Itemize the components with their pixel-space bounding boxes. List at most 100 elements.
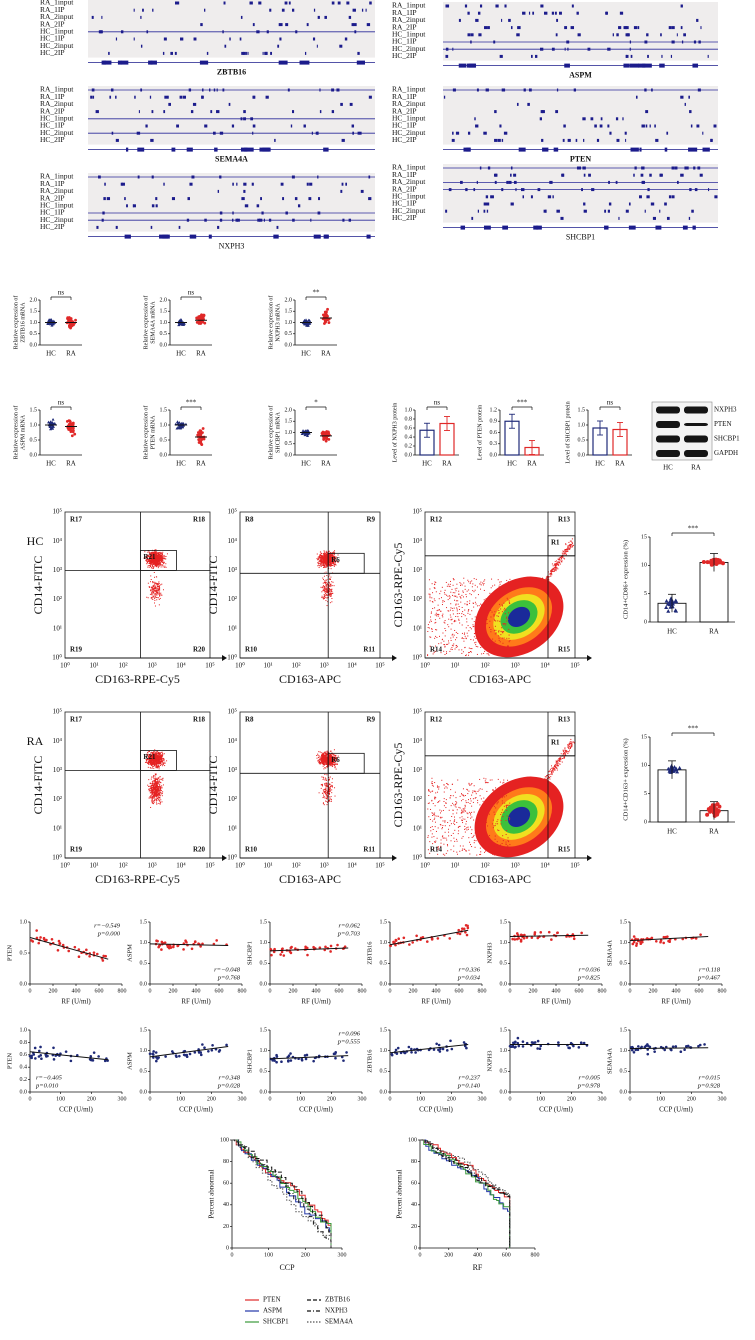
sample-dot: [326, 307, 329, 311]
event: [151, 764, 153, 766]
event: [323, 551, 325, 553]
read-peak: [290, 124, 293, 128]
read-peak: [476, 88, 479, 92]
event: [162, 764, 164, 766]
event: [321, 561, 323, 563]
event: [325, 596, 327, 598]
exon: [125, 147, 129, 152]
event: [467, 635, 469, 637]
track-background: [88, 86, 375, 145]
event: [550, 570, 552, 572]
exon: [688, 147, 698, 152]
event: [570, 544, 572, 546]
event: [157, 597, 159, 599]
read-peak: [340, 189, 343, 193]
event: [316, 558, 318, 560]
event: [151, 792, 153, 794]
event: [324, 566, 326, 568]
event: [152, 776, 154, 778]
event: [159, 594, 161, 596]
event: [151, 762, 153, 764]
event: [435, 650, 437, 652]
event: [155, 751, 157, 753]
event: [331, 581, 333, 583]
read-peak: [625, 26, 629, 30]
event: [163, 562, 165, 564]
event: [498, 639, 500, 641]
event: [461, 624, 463, 626]
event: [318, 555, 320, 557]
event: [332, 581, 334, 583]
read-peak: [174, 1, 179, 5]
read-peak: [624, 131, 627, 135]
event: [458, 619, 460, 621]
event: [454, 599, 456, 601]
event: [153, 765, 155, 767]
event: [154, 581, 156, 583]
event: [458, 593, 460, 595]
exon: [120, 60, 129, 65]
event: [493, 613, 495, 615]
sample-dot: [301, 429, 305, 432]
event: [154, 599, 156, 601]
event: [325, 579, 327, 581]
event: [461, 606, 463, 608]
event: [155, 588, 157, 590]
event: [145, 755, 147, 757]
event: [553, 568, 555, 570]
event: [150, 563, 152, 565]
y-tick-label: 1.0: [30, 422, 38, 428]
event: [154, 563, 156, 565]
event: [559, 561, 561, 563]
event: [456, 607, 458, 609]
event: [329, 558, 331, 560]
event: [461, 652, 463, 654]
event: [438, 598, 440, 600]
event: [153, 800, 155, 802]
event: [146, 563, 148, 565]
event: [158, 753, 160, 755]
track-background: [443, 86, 718, 145]
event: [155, 789, 157, 791]
event: [430, 612, 432, 614]
event: [153, 792, 155, 794]
event: [152, 567, 154, 569]
event: [321, 591, 323, 593]
x-tick-label: RA: [615, 460, 625, 468]
event: [333, 585, 335, 587]
band-label: NXPH3: [714, 406, 737, 414]
event: [334, 557, 336, 559]
event: [160, 557, 162, 559]
event: [156, 587, 158, 589]
exon: [148, 60, 153, 65]
read-peak: [693, 166, 696, 170]
event: [490, 629, 492, 631]
read-peak: [547, 195, 552, 199]
event: [462, 611, 464, 613]
read-peak: [556, 209, 560, 213]
event: [164, 566, 166, 568]
event: [482, 645, 484, 647]
event: [331, 592, 333, 594]
event: [471, 648, 473, 650]
read-peak: [342, 218, 345, 222]
event: [458, 593, 460, 595]
read-peak: [562, 173, 565, 177]
read-peak: [485, 195, 489, 199]
event: [498, 635, 500, 637]
sample-dot: [177, 421, 181, 424]
event: [509, 602, 511, 604]
event: [165, 558, 167, 560]
event: [323, 575, 325, 577]
event: [464, 603, 466, 605]
event: [154, 757, 156, 759]
event: [156, 757, 158, 759]
event: [162, 754, 164, 756]
gene-name: SEMA4A: [215, 154, 248, 163]
read-peak: [490, 195, 493, 199]
event: [552, 568, 554, 570]
track-label: HC_1IP: [392, 199, 417, 208]
event: [161, 754, 163, 756]
sample-dot: [327, 321, 331, 324]
event: [155, 796, 157, 798]
